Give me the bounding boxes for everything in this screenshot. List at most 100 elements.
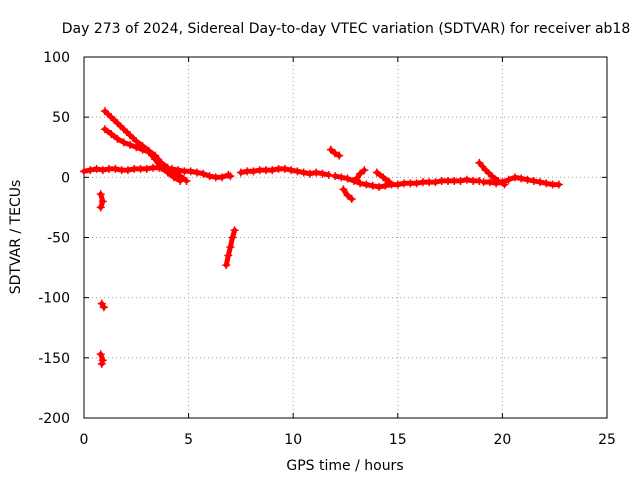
data-point bbox=[517, 174, 526, 183]
data-point bbox=[138, 145, 147, 154]
data-point bbox=[80, 167, 88, 176]
x-tick-label: 20 bbox=[493, 432, 511, 448]
data-point bbox=[228, 233, 237, 242]
data-point bbox=[126, 140, 135, 149]
data-point bbox=[523, 175, 532, 184]
data-point bbox=[176, 176, 185, 185]
data-point bbox=[335, 151, 344, 160]
data-point bbox=[222, 261, 231, 270]
data-point bbox=[293, 167, 302, 176]
data-point bbox=[113, 134, 122, 143]
y-tick-label: -100 bbox=[38, 291, 70, 307]
data-point bbox=[481, 166, 490, 175]
data-point bbox=[224, 251, 233, 260]
data-point bbox=[230, 226, 239, 235]
data-point bbox=[529, 176, 538, 185]
data-point bbox=[374, 182, 383, 191]
data-point bbox=[151, 155, 160, 164]
y-axis-label: SDTVAR / TECUs bbox=[8, 180, 24, 295]
data-point bbox=[96, 350, 105, 359]
data-point bbox=[462, 175, 471, 184]
data-point bbox=[157, 163, 166, 172]
y-tick-label: 100 bbox=[43, 50, 70, 66]
data-point bbox=[324, 170, 333, 179]
x-axis-label: GPS time / hours bbox=[286, 458, 403, 474]
data-point bbox=[192, 168, 201, 177]
data-point bbox=[119, 125, 128, 134]
data-point bbox=[393, 180, 402, 189]
y-tick-label: 50 bbox=[52, 110, 70, 126]
data-point bbox=[326, 145, 335, 154]
data-point bbox=[123, 166, 132, 175]
y-tick-label: -200 bbox=[38, 411, 70, 427]
data-point bbox=[144, 148, 153, 157]
data-point bbox=[249, 167, 258, 176]
data-point bbox=[142, 164, 151, 173]
data-point bbox=[268, 166, 277, 175]
data-point bbox=[381, 181, 390, 190]
data-point bbox=[205, 172, 214, 181]
data-point bbox=[98, 166, 107, 175]
data-point bbox=[554, 180, 563, 189]
data-point bbox=[97, 359, 106, 368]
data-point bbox=[280, 164, 289, 173]
tick-labels: 0 5 10 15 20 25 -200 -150 -100 -50 0 50 100 bbox=[38, 50, 616, 448]
data-point bbox=[485, 178, 494, 187]
data-point bbox=[431, 178, 440, 187]
x-tick-label: 5 bbox=[184, 432, 193, 448]
data-point bbox=[536, 178, 545, 187]
data-point bbox=[542, 179, 551, 188]
data-point bbox=[98, 356, 107, 365]
x-tick-label: 15 bbox=[389, 432, 407, 448]
data-point bbox=[226, 243, 235, 252]
data-point bbox=[100, 107, 109, 116]
data-point bbox=[475, 158, 484, 167]
data-point bbox=[343, 174, 352, 183]
data-point bbox=[337, 173, 346, 182]
series-mid-arcs bbox=[326, 145, 509, 203]
x-tick-label: 25 bbox=[598, 432, 616, 448]
data-point bbox=[500, 180, 509, 189]
data-point bbox=[362, 180, 371, 189]
data-point bbox=[96, 203, 105, 212]
data-point bbox=[186, 167, 195, 176]
series-upper-arc-2 bbox=[100, 125, 185, 185]
y-tick-label: 0 bbox=[61, 170, 70, 186]
data-point bbox=[487, 172, 496, 181]
data-point bbox=[107, 113, 116, 122]
plot-frame bbox=[83, 56, 608, 419]
data-point bbox=[86, 166, 95, 175]
data-point bbox=[339, 185, 348, 194]
y-tick-label: -150 bbox=[38, 351, 70, 367]
data-point bbox=[456, 176, 465, 185]
data-point bbox=[351, 175, 360, 184]
series-dip-near-7h bbox=[222, 226, 239, 270]
grid-lines bbox=[84, 57, 607, 418]
data-point bbox=[318, 169, 327, 178]
data-point bbox=[372, 168, 381, 177]
data-point bbox=[299, 168, 308, 177]
chart-title: Day 273 of 2024, Sidereal Day-to-day VTE… bbox=[62, 21, 631, 37]
data-point bbox=[199, 169, 208, 178]
data-point bbox=[218, 173, 227, 182]
data-point bbox=[113, 119, 122, 128]
data-point bbox=[99, 303, 108, 312]
x-tick-label: 10 bbox=[284, 432, 302, 448]
data-point bbox=[305, 169, 314, 178]
data-point bbox=[119, 138, 128, 147]
x-tick-label: 0 bbox=[80, 432, 89, 448]
data-point bbox=[107, 130, 116, 139]
data-point bbox=[132, 143, 141, 152]
data-point bbox=[379, 173, 388, 182]
data-point bbox=[163, 168, 172, 177]
data-point bbox=[96, 190, 105, 199]
data-marks bbox=[80, 107, 563, 368]
data-point bbox=[111, 164, 120, 173]
data-point bbox=[412, 179, 421, 188]
data-point bbox=[356, 169, 365, 178]
data-point bbox=[368, 181, 377, 190]
data-point bbox=[312, 168, 321, 177]
data-point bbox=[494, 176, 503, 185]
data-point bbox=[385, 178, 394, 187]
